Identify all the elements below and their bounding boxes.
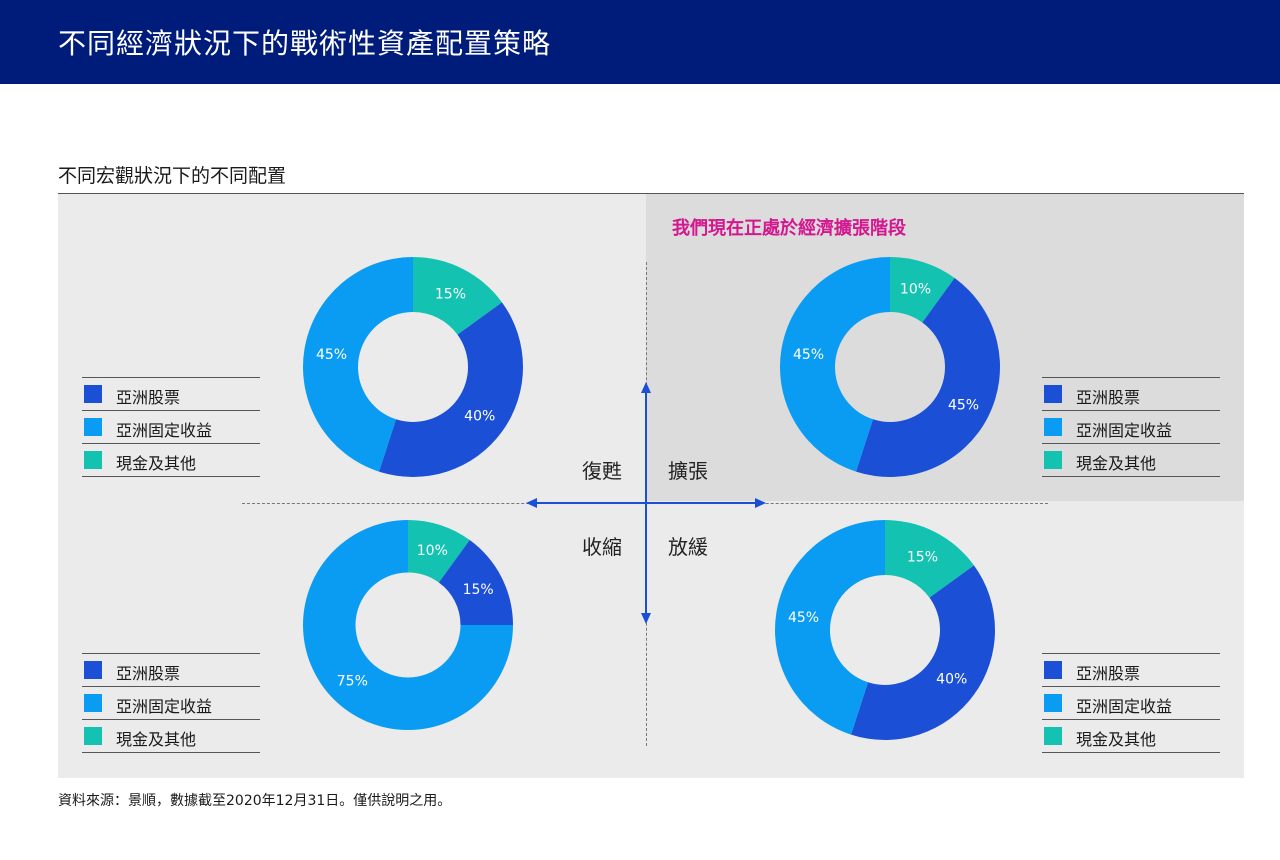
legend-item-asia-equity: 亞洲股票 (1042, 654, 1220, 687)
arrow-down-icon (641, 613, 651, 624)
legend-item-asia-equity: 亞洲股票 (82, 654, 260, 687)
legend-label: 亞洲固定收益 (1076, 697, 1173, 716)
donut-data-label-cash-other: 10% (417, 543, 448, 559)
swatch-cash-other (1044, 451, 1062, 469)
legend-item-cash-other: 現金及其他 (82, 720, 260, 753)
donut-chart-recovery: 15% 40% 45% (303, 257, 523, 477)
swatch-asia-fixed-income (1044, 694, 1062, 712)
arrow-left-icon (526, 498, 537, 508)
swatch-asia-equity (84, 385, 102, 403)
swatch-asia-fixed-income (1044, 418, 1062, 436)
donut-slice-asia-equity (851, 565, 995, 740)
donut-slice-asia-fixed-income (303, 520, 513, 730)
legend-label: 亞洲股票 (116, 664, 181, 683)
swatch-asia-equity (1044, 385, 1062, 403)
swatch-asia-equity (84, 661, 102, 679)
legend-label: 亞洲固定收益 (1076, 421, 1173, 440)
swatch-asia-equity (1044, 661, 1062, 679)
quadrant-label-recovery: 復甦 (582, 459, 622, 483)
donut-data-label-asia-equity: 40% (936, 671, 967, 687)
page-header: 不同經濟狀況下的戰術性資產配置策略 (0, 0, 1280, 84)
donut-data-label-asia-fixed-income: 75% (337, 674, 368, 690)
legend-contraction: 亞洲股票 亞洲固定收益 現金及其他 (82, 653, 260, 753)
swatch-cash-other (84, 451, 102, 469)
legend-recovery: 亞洲股票 亞洲固定收益 現金及其他 (82, 377, 260, 477)
legend-item-asia-fixed-income: 亞洲固定收益 (1042, 687, 1220, 720)
arrow-right-icon (755, 498, 766, 508)
legend-label: 亞洲固定收益 (116, 421, 213, 440)
legend-label: 亞洲股票 (1076, 664, 1141, 683)
donut-data-label-asia-fixed-income: 45% (316, 347, 347, 363)
donut-data-label-cash-other: 10% (900, 282, 931, 298)
page-title: 不同經濟狀況下的戰術性資產配置策略 (58, 27, 552, 60)
legend-slowdown: 亞洲股票 亞洲固定收益 現金及其他 (1042, 653, 1220, 753)
donut-data-label-cash-other: 15% (435, 286, 466, 302)
donut-slice-asia-equity (379, 302, 523, 477)
legend-label: 亞洲固定收益 (116, 697, 213, 716)
legend-item-asia-fixed-income: 亞洲固定收益 (82, 411, 260, 444)
donut-slice-cash-other (408, 520, 470, 583)
donut-data-label-asia-equity: 15% (463, 582, 494, 598)
current-phase-callout: 我們現在正處於經濟擴張階段 (672, 218, 906, 239)
donut-data-label-asia-equity: 40% (464, 408, 495, 424)
title-rule (58, 193, 1244, 194)
legend-label: 現金及其他 (116, 454, 197, 473)
donut-data-label-asia-fixed-income: 45% (793, 347, 824, 363)
legend-expansion: 亞洲股票 亞洲固定收益 現金及其他 (1042, 377, 1220, 477)
donut-chart-contraction: 10% 15% 75% (303, 520, 513, 730)
donut-slice-cash-other (885, 520, 974, 598)
donut-data-label-asia-equity: 45% (948, 397, 979, 413)
quadrant-label-expansion: 擴張 (668, 459, 708, 483)
donut-data-label-asia-fixed-income: 45% (788, 610, 819, 626)
donut-data-label-cash-other: 15% (907, 549, 938, 565)
source-footnote: 資料來源：景順，數據截至2020年12月31日。僅供說明之用。 (58, 793, 452, 809)
legend-label: 現金及其他 (1076, 730, 1157, 749)
legend-label: 現金及其他 (1076, 454, 1157, 473)
donut-chart-slowdown: 15% 40% 45% (775, 520, 995, 740)
swatch-cash-other (84, 727, 102, 745)
donut-slice-asia-fixed-income (303, 257, 413, 472)
donut-slice-cash-other (890, 257, 955, 323)
arrow-up-icon (641, 382, 651, 393)
swatch-asia-fixed-income (84, 418, 102, 436)
legend-item-asia-equity: 亞洲股票 (1042, 378, 1220, 411)
legend-item-asia-fixed-income: 亞洲固定收益 (82, 687, 260, 720)
legend-item-cash-other: 現金及其他 (1042, 444, 1220, 477)
donut-slice-asia-equity (438, 540, 513, 625)
legend-label: 亞洲股票 (116, 388, 181, 407)
chart-subtitle: 不同宏觀狀況下的不同配置 (58, 165, 287, 187)
donut-slice-asia-fixed-income (780, 257, 890, 472)
legend-label: 現金及其他 (116, 730, 197, 749)
donut-slice-cash-other (413, 257, 502, 335)
donut-slice-asia-equity (856, 278, 1000, 477)
quadrant-label-contraction: 收縮 (582, 535, 622, 559)
legend-item-cash-other: 現金及其他 (82, 444, 260, 477)
quadrant-label-slowdown: 放緩 (668, 535, 708, 559)
swatch-asia-fixed-income (84, 694, 102, 712)
legend-item-asia-fixed-income: 亞洲固定收益 (1042, 411, 1220, 444)
legend-item-asia-equity: 亞洲股票 (82, 378, 260, 411)
donut-slice-asia-fixed-income (775, 520, 885, 735)
legend-label: 亞洲股票 (1076, 388, 1141, 407)
swatch-cash-other (1044, 727, 1062, 745)
donut-chart-expansion: 10% 45% 45% (780, 257, 1000, 477)
legend-item-cash-other: 現金及其他 (1042, 720, 1220, 753)
